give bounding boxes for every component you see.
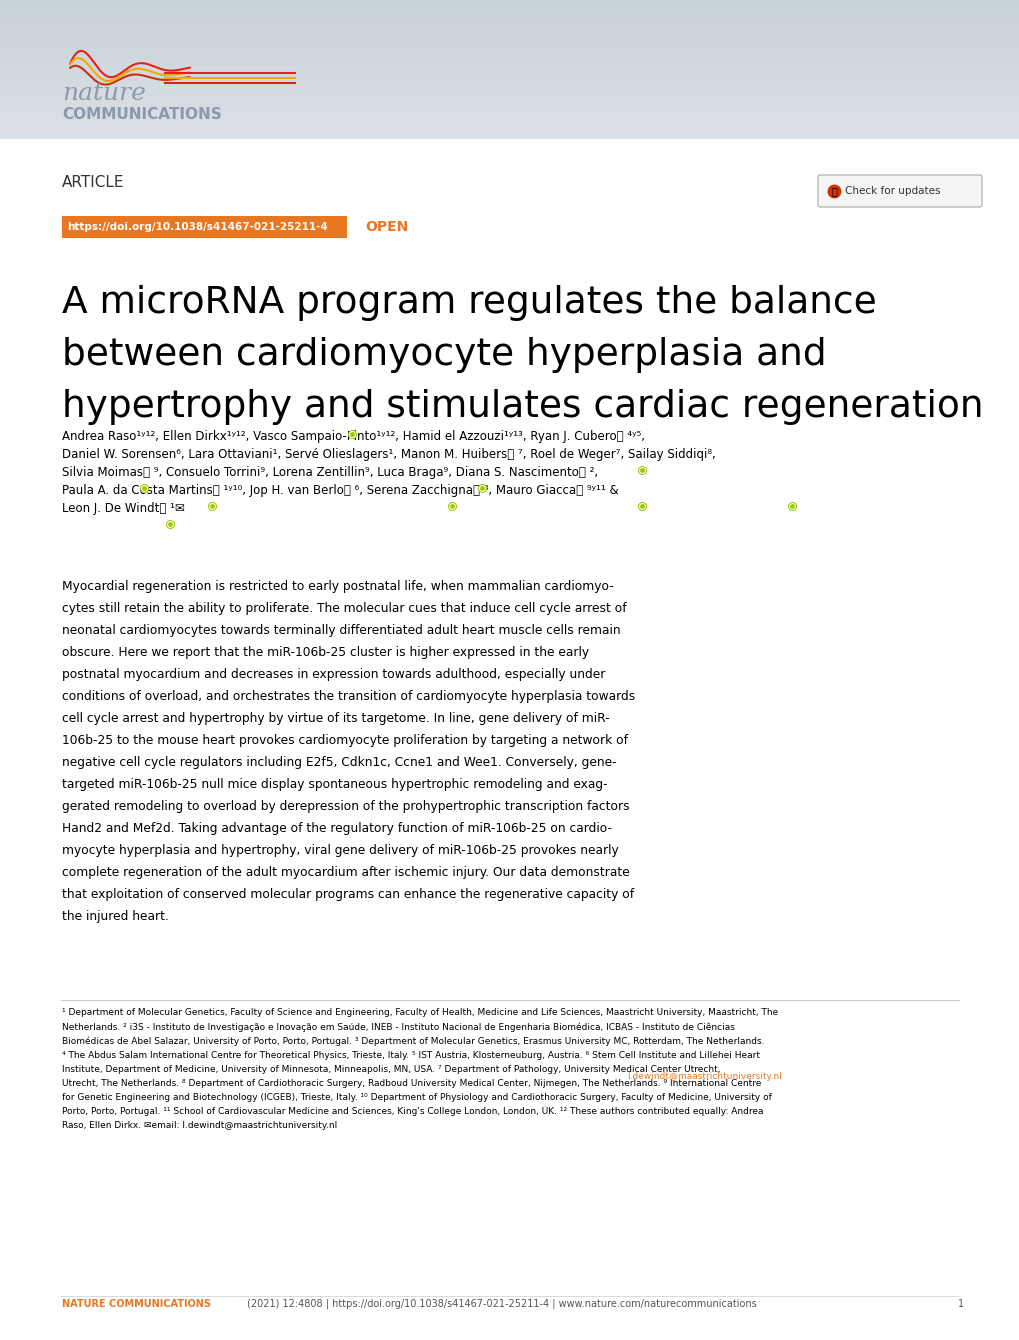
Text: 🔔: 🔔 <box>830 186 837 196</box>
Text: COMMUNICATIONS: COMMUNICATIONS <box>62 107 221 122</box>
Text: l.dewindt@maastrichtuniversity.nl: l.dewindt@maastrichtuniversity.nl <box>627 1072 782 1080</box>
Text: https://doi.org/10.1038/s41467-021-25211-4: https://doi.org/10.1038/s41467-021-25211… <box>67 222 327 232</box>
Text: ¹ Department of Molecular Genetics, Faculty of Science and Engineering, Faculty : ¹ Department of Molecular Genetics, Facu… <box>62 1008 777 1130</box>
Text: between cardiomyocyte hyperplasia and: between cardiomyocyte hyperplasia and <box>62 336 825 373</box>
FancyBboxPatch shape <box>62 216 346 239</box>
Text: Myocardial regeneration is restricted to early postnatal life, when mammalian ca: Myocardial regeneration is restricted to… <box>62 580 635 923</box>
Text: hypertrophy and stimulates cardiac regeneration: hypertrophy and stimulates cardiac regen… <box>62 389 982 425</box>
Text: Silvia Moimasⓘ ⁹, Consuelo Torrini⁹, Lorena Zentillin⁹, Luca Braga⁹, Diana S. Na: Silvia Moimasⓘ ⁹, Consuelo Torrini⁹, Lor… <box>62 466 597 478</box>
Text: Check for updates: Check for updates <box>844 186 940 196</box>
FancyBboxPatch shape <box>817 176 981 206</box>
Text: NATURE COMMUNICATIONS: NATURE COMMUNICATIONS <box>62 1298 211 1309</box>
Text: OPEN: OPEN <box>365 220 408 234</box>
Text: A microRNA program regulates the balance: A microRNA program regulates the balance <box>62 285 876 322</box>
Text: nature: nature <box>62 82 146 105</box>
Text: ARTICLE: ARTICLE <box>62 176 124 190</box>
Text: 1: 1 <box>957 1298 963 1309</box>
Text: Leon J. De Windtⓘ ¹✉: Leon J. De Windtⓘ ¹✉ <box>62 502 184 515</box>
Text: (2021) 12:4808 | https://doi.org/10.1038/s41467-021-25211-4 | www.nature.com/nat: (2021) 12:4808 | https://doi.org/10.1038… <box>247 1298 756 1309</box>
Text: Paula A. da Costa Martinsⓘ ¹ʸ¹⁰, Jop H. van Berloⓘ ⁶, Serena Zacchignaⓘ ⁸, Mauro: Paula A. da Costa Martinsⓘ ¹ʸ¹⁰, Jop H. … <box>62 484 618 497</box>
Text: Daniel W. Sorensen⁶, Lara Ottaviani¹, Servé Olieslagers¹, Manon M. Huibersⓘ ⁷, R: Daniel W. Sorensen⁶, Lara Ottaviani¹, Se… <box>62 448 715 461</box>
Text: Andrea Raso¹ʸ¹², Ellen Dirkx¹ʸ¹², Vasco Sampaio-Pinto¹ʸ¹², Hamid el Azzouzi¹ʸ¹³,: Andrea Raso¹ʸ¹², Ellen Dirkx¹ʸ¹², Vasco … <box>62 430 644 444</box>
